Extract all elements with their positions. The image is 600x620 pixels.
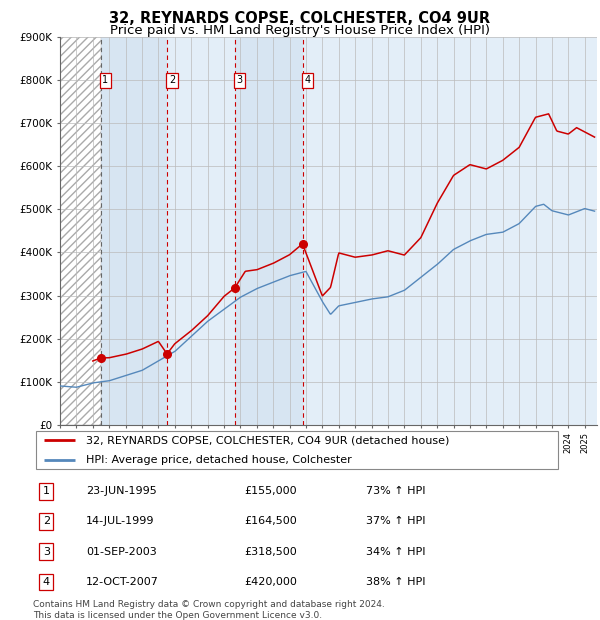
Text: Price paid vs. HM Land Registry's House Price Index (HPI): Price paid vs. HM Land Registry's House … xyxy=(110,24,490,37)
Text: 38% ↑ HPI: 38% ↑ HPI xyxy=(365,577,425,587)
Bar xyxy=(60,37,101,425)
Text: 2: 2 xyxy=(169,75,175,86)
Bar xyxy=(60,37,101,425)
Text: £155,000: £155,000 xyxy=(244,486,297,496)
Text: 4: 4 xyxy=(304,75,310,86)
Text: £318,500: £318,500 xyxy=(244,547,297,557)
Text: 73% ↑ HPI: 73% ↑ HPI xyxy=(365,486,425,496)
Text: 3: 3 xyxy=(237,75,243,86)
Bar xyxy=(101,37,167,425)
Text: 37% ↑ HPI: 37% ↑ HPI xyxy=(365,516,425,526)
Text: 1: 1 xyxy=(43,486,50,496)
Text: 23-JUN-1995: 23-JUN-1995 xyxy=(86,486,157,496)
Text: £164,500: £164,500 xyxy=(244,516,297,526)
Text: 12-OCT-2007: 12-OCT-2007 xyxy=(86,577,158,587)
Text: 01-SEP-2003: 01-SEP-2003 xyxy=(86,547,157,557)
Text: 32, REYNARDS COPSE, COLCHESTER, CO4 9UR (detached house): 32, REYNARDS COPSE, COLCHESTER, CO4 9UR … xyxy=(86,435,449,445)
Text: 34% ↑ HPI: 34% ↑ HPI xyxy=(365,547,425,557)
Text: £420,000: £420,000 xyxy=(244,577,297,587)
Text: 32, REYNARDS COPSE, COLCHESTER, CO4 9UR: 32, REYNARDS COPSE, COLCHESTER, CO4 9UR xyxy=(109,11,491,26)
Text: 14-JUL-1999: 14-JUL-1999 xyxy=(86,516,154,526)
FancyBboxPatch shape xyxy=(35,431,559,469)
Bar xyxy=(167,37,235,425)
Text: 3: 3 xyxy=(43,547,50,557)
Bar xyxy=(302,37,597,425)
Bar xyxy=(235,37,302,425)
Text: 1: 1 xyxy=(103,75,109,86)
Text: HPI: Average price, detached house, Colchester: HPI: Average price, detached house, Colc… xyxy=(86,455,352,465)
Text: Contains HM Land Registry data © Crown copyright and database right 2024.
This d: Contains HM Land Registry data © Crown c… xyxy=(33,600,385,619)
Text: 4: 4 xyxy=(43,577,50,587)
Text: 2: 2 xyxy=(43,516,50,526)
